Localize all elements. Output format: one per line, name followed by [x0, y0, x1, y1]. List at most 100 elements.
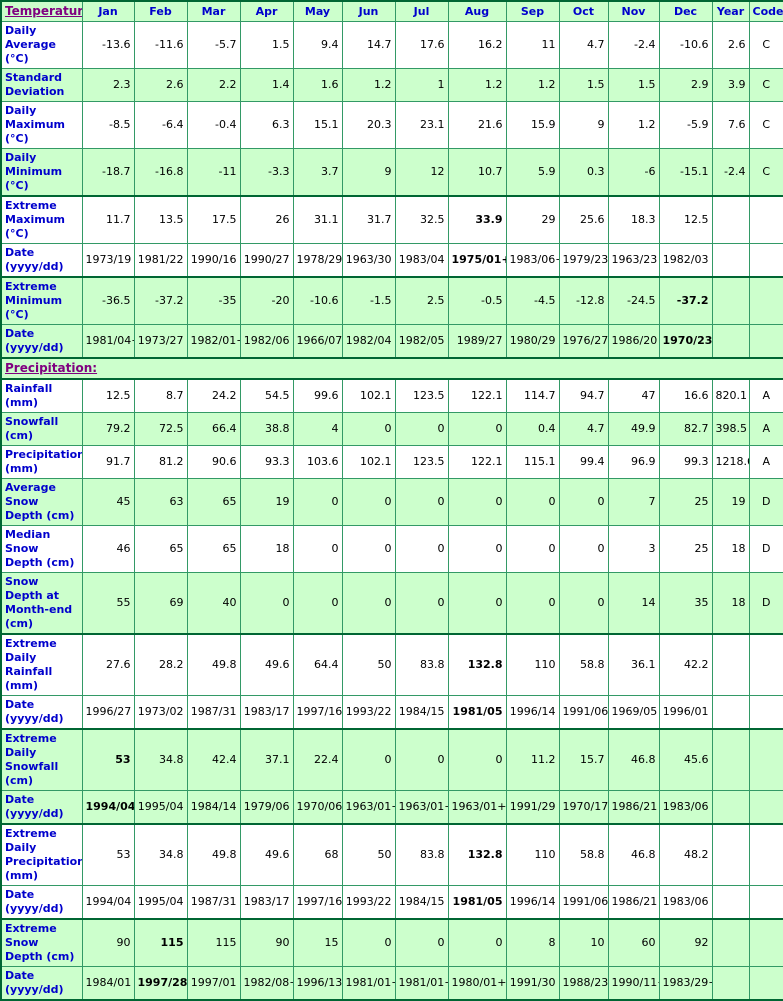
data-cell: 1996/13 — [292, 966, 343, 1001]
data-cell: 1979/06 — [239, 790, 294, 825]
data-cell: 25.6 — [558, 195, 609, 244]
data-cell: 1.2 — [607, 101, 660, 149]
row-label: Date (yyyy/dd) — [0, 966, 83, 1001]
table-row: Extreme Maximum (°C) 11.7 13.5 17.5 26 31.1 31… — [0, 195, 783, 244]
data-cell: 9 — [341, 148, 396, 197]
data-cell: 0 — [394, 918, 449, 967]
table-row: Snow Depth at Month-end (cm) 55 69 40 0 0 0 0 0 0… — [0, 572, 783, 635]
data-cell: 1966/07 — [292, 324, 343, 359]
data-cell: 7 — [607, 478, 660, 526]
data-cell: 8.7 — [133, 378, 188, 413]
data-cell: 37.1 — [239, 728, 294, 791]
data-cell: 33.9 — [447, 195, 507, 244]
data-cell — [711, 728, 750, 791]
data-cell: 1 — [394, 68, 449, 102]
code-cell: D — [748, 525, 783, 573]
data-cell: 0 — [239, 572, 294, 635]
code-cell: C — [748, 68, 783, 102]
data-cell: 38.8 — [239, 412, 294, 446]
data-cell: 8 — [505, 918, 560, 967]
code-cell: C — [748, 101, 783, 149]
data-cell: 65 — [186, 478, 241, 526]
data-cell: 1.4 — [239, 68, 294, 102]
data-cell: 0.3 — [558, 148, 609, 197]
table-row: Date (yyyy/dd) 1984/01 1997/28 1997/01 1982/… — [0, 966, 783, 1001]
data-cell: 1982/06 — [239, 324, 294, 359]
section-header-cell: Precipitation: — [0, 357, 783, 380]
data-cell: 1963/01+ — [394, 790, 449, 825]
data-cell: 122.1 — [447, 445, 507, 479]
data-cell: 40 — [186, 572, 241, 635]
data-cell: 1984/14 — [186, 790, 241, 825]
data-cell: 11.7 — [81, 195, 135, 244]
data-cell: 79.2 — [81, 412, 135, 446]
data-cell: 3.7 — [292, 148, 343, 197]
data-cell: 1983/17 — [239, 695, 294, 730]
data-cell: -24.5 — [607, 276, 660, 325]
data-cell: 1988/23 — [558, 966, 609, 1001]
table-row: Date (yyyy/dd) 1994/04 1995/04 1984/14 1979/… — [0, 790, 783, 825]
data-cell: 53 — [81, 823, 135, 886]
data-cell: -15.1 — [658, 148, 713, 197]
code-cell: A — [748, 445, 783, 479]
code-cell — [748, 695, 783, 730]
data-cell: 1969/05 — [607, 695, 660, 730]
column-header: Jul — [394, 0, 449, 22]
row-label: Standard Deviation — [0, 68, 83, 102]
data-cell: 1.5 — [558, 68, 609, 102]
data-cell: 96.9 — [607, 445, 660, 479]
table-row: Extreme Daily Rainfall (mm) 27.6 28.2 49.8 4… — [0, 633, 783, 696]
data-cell: 34.8 — [133, 728, 188, 791]
precipitation-link[interactable]: Precipitation: — [5, 361, 98, 375]
data-cell: 115.1 — [505, 445, 560, 479]
data-cell: -11.6 — [133, 21, 188, 69]
data-cell: 34.8 — [133, 823, 188, 886]
data-cell: -2.4 — [711, 148, 750, 197]
data-cell: 47 — [607, 378, 660, 413]
data-cell: 14 — [607, 572, 660, 635]
data-cell: 11.2 — [505, 728, 560, 791]
data-cell: 24.2 — [186, 378, 241, 413]
data-cell: 46 — [81, 525, 135, 573]
data-cell: 1991/06 — [558, 695, 609, 730]
data-cell: 1.5 — [239, 21, 294, 69]
data-cell: 1982/08+ — [239, 966, 294, 1001]
data-cell: 64.4 — [292, 633, 343, 696]
data-cell: 1978/29 — [292, 243, 343, 278]
data-cell: 0 — [447, 572, 507, 635]
data-cell: 1.2 — [447, 68, 507, 102]
data-cell: 1995/04 — [133, 790, 188, 825]
column-header: Sep — [505, 0, 560, 22]
data-cell: -0.5 — [447, 276, 507, 325]
data-cell — [711, 195, 750, 244]
table-row: Median Snow Depth (cm) 46 65 65 18 0 0 0 0 0 0 3 25 1… — [0, 525, 783, 573]
data-cell: 1218.6 — [711, 445, 750, 479]
data-cell: 1980/01+ — [447, 966, 507, 1001]
data-cell: 63 — [133, 478, 188, 526]
temperature-link[interactable]: Temperature: — [5, 4, 81, 18]
data-cell: 46.8 — [607, 728, 660, 791]
data-cell: 0 — [505, 525, 560, 573]
code-cell — [748, 243, 783, 278]
data-cell: 72.5 — [133, 412, 188, 446]
data-cell: 27.6 — [81, 633, 135, 696]
table-row: Extreme Snow Depth (cm) 90 115 115 90 15 0 0 0 8 1… — [0, 918, 783, 967]
data-cell: 820.1 — [711, 378, 750, 413]
code-cell — [748, 823, 783, 886]
column-header: Mar — [186, 0, 241, 22]
code-cell — [748, 885, 783, 920]
column-header: Nov — [607, 0, 660, 22]
data-cell: 25 — [658, 525, 713, 573]
data-cell: 1963/23 — [607, 243, 660, 278]
data-cell: 122.1 — [447, 378, 507, 413]
table-row: Extreme Daily Precipitation (mm) 53 34.8 49… — [0, 823, 783, 886]
data-cell: 1984/15 — [394, 885, 449, 920]
row-label: Date (yyyy/dd) — [0, 695, 83, 730]
data-cell: 83.8 — [394, 633, 449, 696]
data-cell: 18 — [711, 525, 750, 573]
data-cell: 50 — [341, 633, 396, 696]
data-cell: 1996/01 — [658, 695, 713, 730]
data-cell: 2.3 — [81, 68, 135, 102]
row-label: Date (yyyy/dd) — [0, 790, 83, 825]
data-cell: 0 — [394, 525, 449, 573]
